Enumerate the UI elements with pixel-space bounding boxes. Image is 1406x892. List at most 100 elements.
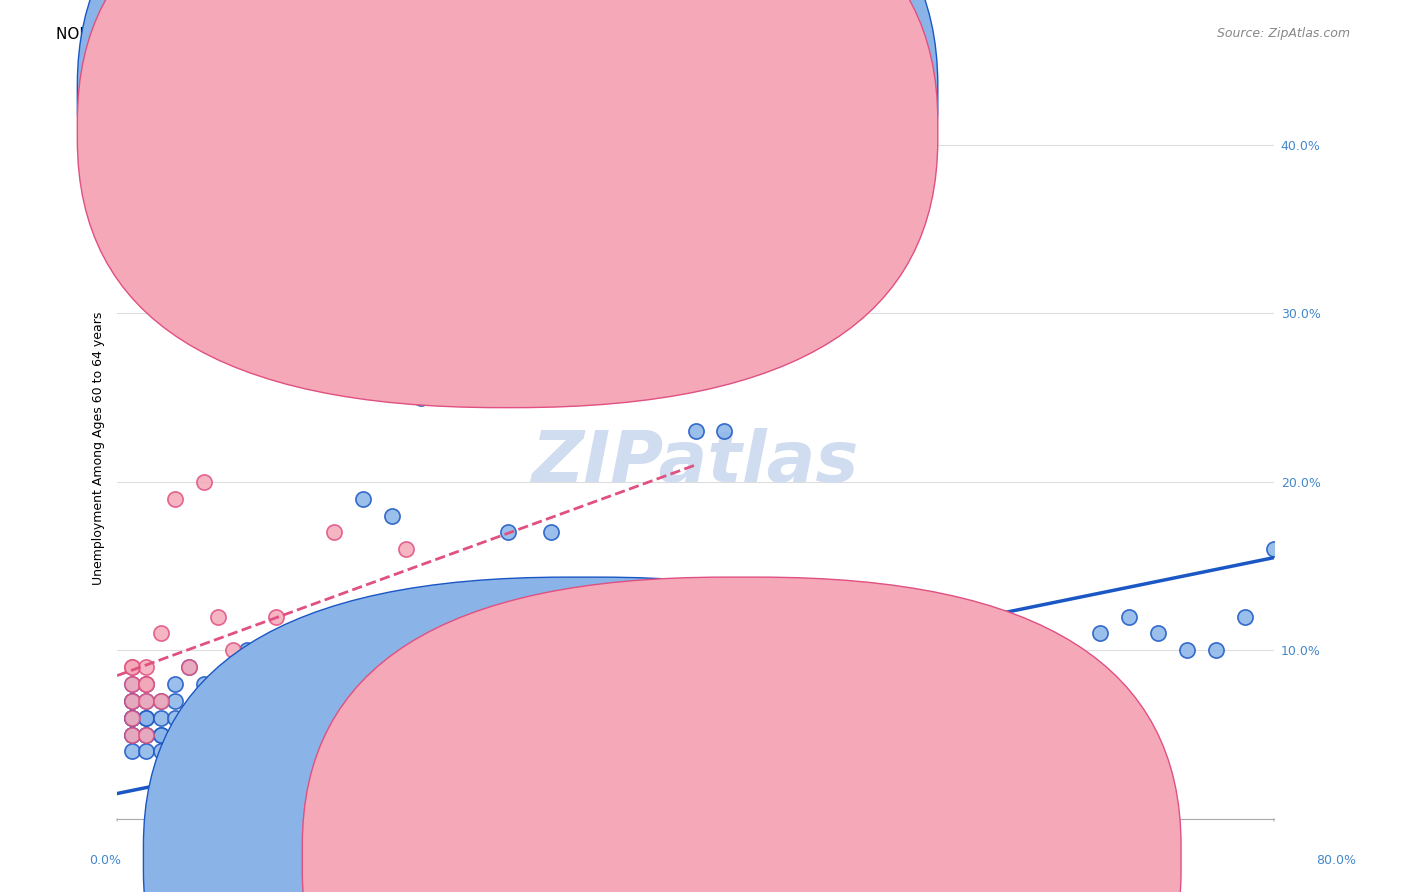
Point — [250, 744, 273, 758]
Point — [121, 660, 143, 674]
Point — [222, 727, 245, 741]
Point — [742, 626, 765, 640]
Point — [323, 626, 346, 640]
Point — [713, 424, 735, 438]
Point — [121, 694, 143, 708]
Point — [207, 727, 229, 741]
Point — [685, 744, 707, 758]
Point — [121, 677, 143, 691]
Point — [627, 626, 650, 640]
Text: 0.439: 0.439 — [546, 87, 589, 101]
Point — [149, 711, 172, 725]
Point — [250, 677, 273, 691]
Text: 31: 31 — [644, 122, 664, 136]
Point — [294, 677, 316, 691]
Point — [149, 727, 172, 741]
Point — [482, 643, 505, 657]
Point — [121, 727, 143, 741]
Text: NORWEGIAN VS PENNSYLVANIA GERMAN UNEMPLOYMENT AMONG AGES 60 TO 64 YEARS CORRELAT: NORWEGIAN VS PENNSYLVANIA GERMAN UNEMPLO… — [56, 27, 908, 42]
Point — [179, 660, 201, 674]
Point — [163, 711, 186, 725]
Point — [250, 727, 273, 741]
Point — [1090, 626, 1112, 640]
Text: Source: ZipAtlas.com: Source: ZipAtlas.com — [1216, 27, 1350, 40]
Point — [1263, 542, 1285, 557]
Point — [149, 694, 172, 708]
Point — [655, 609, 678, 624]
Point — [467, 609, 489, 624]
Point — [135, 677, 157, 691]
Point — [1233, 609, 1256, 624]
Text: 0.142: 0.142 — [546, 122, 589, 136]
Point — [149, 626, 172, 640]
Point — [207, 677, 229, 691]
Point — [308, 711, 330, 725]
Point — [179, 660, 201, 674]
Text: Norwegians: Norwegians — [605, 851, 686, 865]
Point — [540, 525, 562, 540]
Y-axis label: Unemployment Among Ages 60 to 64 years: Unemployment Among Ages 60 to 64 years — [93, 311, 105, 585]
Point — [1175, 643, 1198, 657]
Point — [1205, 643, 1227, 657]
Point — [337, 660, 360, 674]
Point — [786, 643, 808, 657]
Point — [439, 660, 461, 674]
Point — [121, 660, 143, 674]
Point — [179, 727, 201, 741]
Point — [163, 239, 186, 253]
Point — [135, 677, 157, 691]
Text: Pennsylvania Germans: Pennsylvania Germans — [759, 851, 918, 865]
Point — [121, 711, 143, 725]
Point — [264, 660, 287, 674]
Point — [294, 643, 316, 657]
Point — [135, 711, 157, 725]
Point — [467, 660, 489, 674]
Point — [193, 677, 215, 691]
Point — [323, 525, 346, 540]
Point — [554, 643, 576, 657]
Point — [467, 643, 489, 657]
Point — [1002, 643, 1025, 657]
Point — [149, 694, 172, 708]
Point — [308, 660, 330, 674]
Point — [973, 643, 995, 657]
Point — [222, 744, 245, 758]
Text: N =: N = — [612, 122, 645, 136]
Point — [149, 727, 172, 741]
Point — [264, 609, 287, 624]
Point — [685, 424, 707, 438]
Point — [135, 727, 157, 741]
Point — [135, 744, 157, 758]
Point — [294, 711, 316, 725]
Point — [163, 727, 186, 741]
Point — [193, 475, 215, 489]
Point — [163, 677, 186, 691]
Point — [135, 694, 157, 708]
Point — [598, 626, 620, 640]
Point — [179, 239, 201, 253]
Point — [236, 744, 259, 758]
Point — [395, 677, 418, 691]
Text: 0.0%: 0.0% — [90, 855, 121, 867]
Point — [366, 677, 388, 691]
Point — [121, 711, 143, 725]
Point — [915, 626, 938, 640]
Point — [264, 711, 287, 725]
Point — [121, 677, 143, 691]
Point — [121, 727, 143, 741]
Point — [135, 711, 157, 725]
Text: N =: N = — [612, 87, 645, 101]
Point — [308, 374, 330, 388]
Point — [163, 491, 186, 506]
Point — [583, 626, 606, 640]
Point — [425, 660, 447, 674]
Point — [236, 727, 259, 741]
Point — [193, 711, 215, 725]
Point — [236, 643, 259, 657]
Point — [756, 660, 779, 674]
Point — [1118, 609, 1140, 624]
Point — [830, 626, 852, 640]
Point — [149, 744, 172, 758]
Point — [409, 677, 432, 691]
Point — [337, 694, 360, 708]
